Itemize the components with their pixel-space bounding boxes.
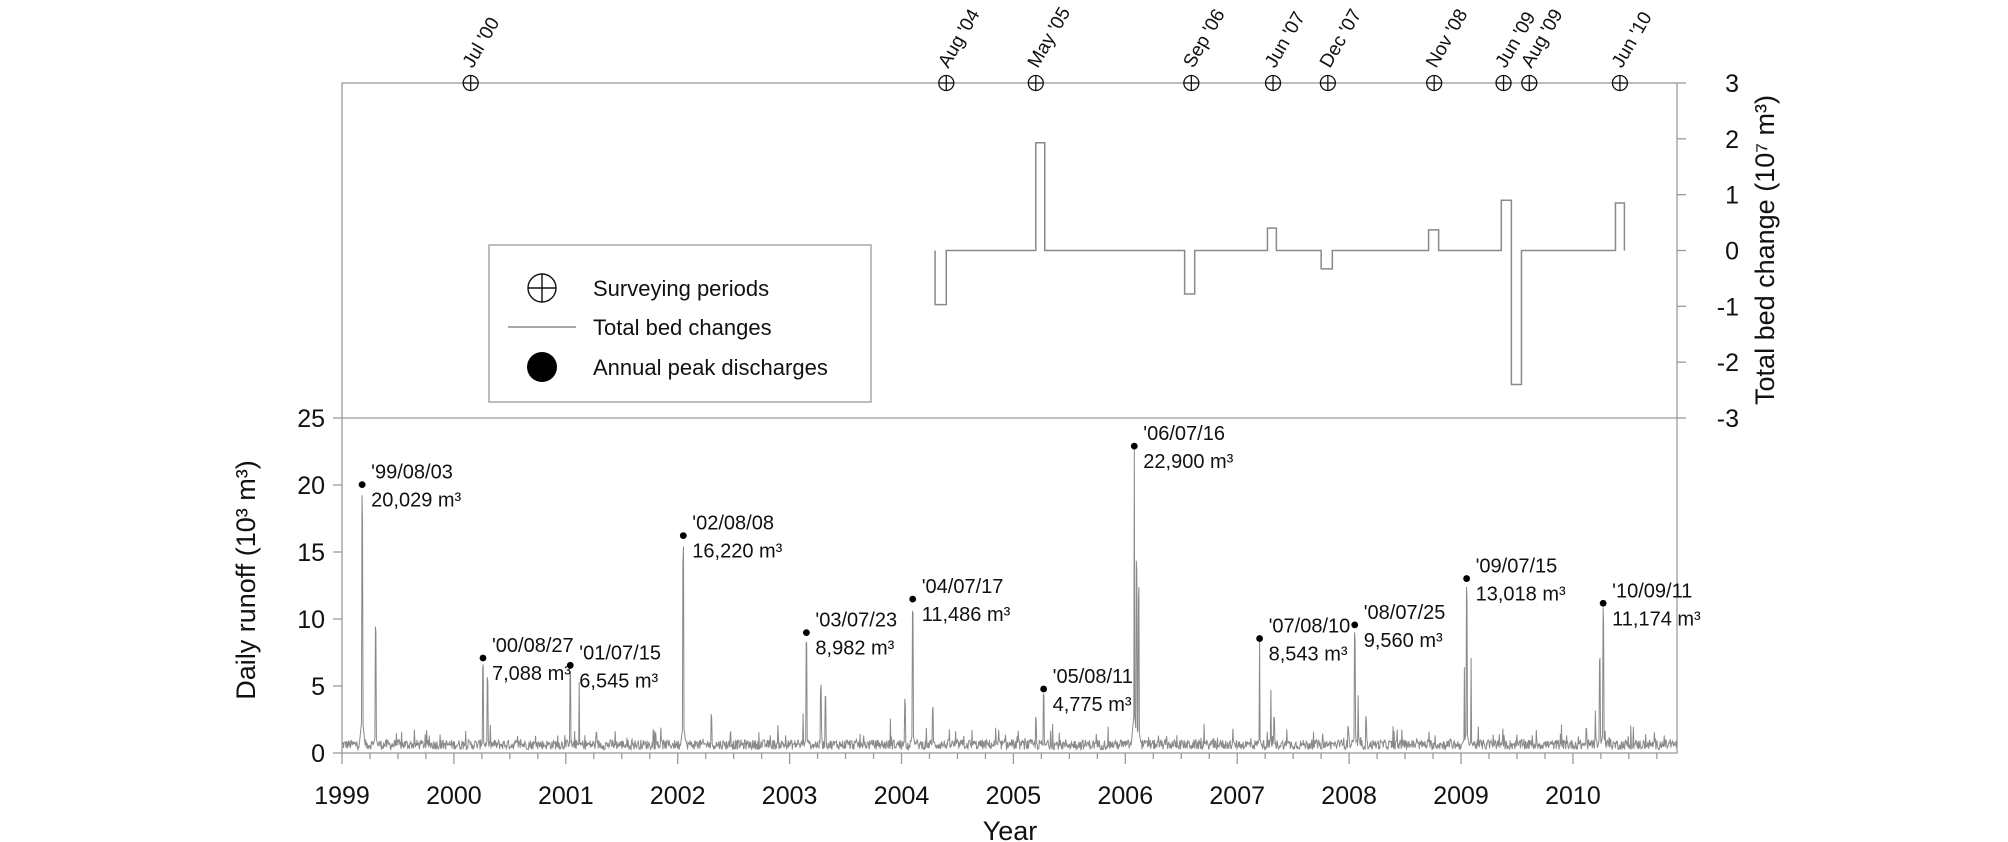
x-tick-label: 2001 <box>538 782 594 810</box>
x-tick-label: 2009 <box>1433 782 1489 810</box>
legend-survey-icon <box>527 273 557 303</box>
runoff-y-tick-label: 15 <box>297 539 325 567</box>
peak-date-label: '10/09/11 <box>1612 580 1692 602</box>
legend: Surveying periods Total bed changes Annu… <box>488 244 872 403</box>
peak-date-label: '07/08/10 <box>1269 616 1351 638</box>
peak-volume-label: 16,220 m³ <box>692 541 782 563</box>
bed-y-tick-label: 2 <box>1725 126 1739 154</box>
x-tick-label: 2007 <box>1209 782 1265 810</box>
annual-peak-dot <box>1256 635 1264 642</box>
survey-marker <box>1495 74 1512 92</box>
annual-peak-dot <box>679 532 687 540</box>
annual-peak-dot <box>1599 599 1607 607</box>
annual-peak-dot <box>802 629 810 637</box>
peak-volume-label: 8,543 m³ <box>1269 644 1348 666</box>
survey-markers: Jul '00 Aug '04 May '05 Sep '06 Jun '07 Dec '… <box>459 4 1657 92</box>
year-x-axis: 1999 2000 2001 2002 2003 2004 2005 2006 2007 2008… <box>314 753 1658 810</box>
peak-date-label: '03/07/23 <box>815 610 897 632</box>
peak-volume-label: 4,775 m³ <box>1053 694 1132 716</box>
annual-peak-dot <box>1040 685 1048 693</box>
survey-label: Sep '06 <box>1179 6 1229 72</box>
x-tick-label: 2008 <box>1321 782 1377 810</box>
x-tick-label: 2010 <box>1545 782 1601 810</box>
survey-label: Aug '04 <box>934 5 984 71</box>
legend-peak-label: Annual peak discharges <box>593 355 828 380</box>
peak-date-label: '05/08/11 <box>1053 666 1133 688</box>
bed-y-tick-label: 1 <box>1725 182 1739 210</box>
annual-peak-dot <box>358 481 366 489</box>
bed-change-series <box>934 141 1626 386</box>
bed-y-tick-label: 3 <box>1725 70 1739 98</box>
legend-survey-label: Surveying periods <box>593 276 769 301</box>
survey-label: Jun '07 <box>1261 8 1310 71</box>
survey-marker <box>1426 74 1443 92</box>
peak-volume-label: 22,900 m³ <box>1143 451 1233 473</box>
x-tick-label: 1999 <box>314 782 370 810</box>
survey-label: Jun '10 <box>1608 8 1657 71</box>
survey-label: Nov '08 <box>1422 6 1472 72</box>
survey-marker <box>1521 74 1538 92</box>
peak-volume-label: 7,088 m³ <box>492 663 571 685</box>
peak-volume-label: 8,982 m³ <box>815 638 894 660</box>
peak-date-label: '01/07/15 <box>579 642 661 664</box>
bed-change-axis-title: Total bed change (10⁷ m³) <box>1750 95 1780 405</box>
annual-peak-dot <box>1351 621 1359 629</box>
peak-date-label: '00/08/27 <box>492 635 574 657</box>
peak-date-label: '99/08/03 <box>371 462 453 484</box>
legend-bed-label: Total bed changes <box>593 315 772 340</box>
peak-date-label: '08/07/25 <box>1364 602 1446 624</box>
bed-y-tick-label: -2 <box>1717 349 1739 377</box>
x-tick-label: 2004 <box>874 782 930 810</box>
bed-y-tick-label: -3 <box>1717 405 1739 433</box>
survey-marker <box>1027 74 1044 92</box>
survey-label: May '05 <box>1024 4 1075 72</box>
annual-peak-dot <box>909 595 917 603</box>
x-tick-label: 2003 <box>762 782 818 810</box>
annual-peak-dot <box>1463 575 1471 582</box>
survey-marker <box>462 74 479 92</box>
x-tick-label: 2006 <box>1098 782 1154 810</box>
runoff-y-tick-label: 5 <box>311 673 325 701</box>
legend-peak-dot <box>527 352 557 382</box>
survey-marker <box>1183 74 1200 92</box>
peak-volume-label: 20,029 m³ <box>371 490 461 512</box>
peak-volume-label: 11,174 m³ <box>1612 608 1701 630</box>
peak-date-label: '06/07/16 <box>1143 423 1225 445</box>
x-tick-label: 2005 <box>986 782 1042 810</box>
runoff-series <box>341 446 1678 752</box>
survey-marker <box>938 74 955 92</box>
peak-volume-label: 13,018 m³ <box>1476 584 1566 606</box>
annual-peak-dot <box>1130 442 1138 450</box>
survey-label: Jul '00 <box>459 14 504 72</box>
bed-y-tick-label: -1 <box>1717 293 1739 321</box>
x-axis-title: Year <box>983 816 1038 842</box>
survey-label: Dec '07 <box>1316 6 1366 72</box>
survey-marker <box>1264 74 1282 92</box>
runoff-y-tick-label: 0 <box>311 740 325 768</box>
annual-peak-dot <box>566 661 574 669</box>
peak-volume-label: 9,560 m³ <box>1364 630 1443 652</box>
runoff-y-axis: 0 5 10 15 20 25 <box>297 405 342 768</box>
bed-y-tick-label: 0 <box>1725 238 1739 266</box>
x-tick-label: 2000 <box>426 782 482 810</box>
runoff-y-tick-label: 25 <box>297 405 325 433</box>
peak-date-label: '04/07/17 <box>922 576 1004 598</box>
x-tick-label: 2002 <box>650 782 706 810</box>
annual-peaks: '99/08/03 20,029 m³ '00/08/27 7,088 m³ '01/0… <box>358 423 1701 716</box>
peak-date-label: '09/07/15 <box>1476 556 1558 578</box>
bed-change-y-axis: 3 2 1 0 -1 -2 -3 <box>1677 70 1739 433</box>
survey-marker <box>1611 74 1629 92</box>
survey-marker <box>1319 74 1337 92</box>
runoff-y-tick-label: 20 <box>297 472 325 500</box>
annual-peak-dot <box>479 654 487 662</box>
peak-volume-label: 6,545 m³ <box>579 670 658 692</box>
peak-date-label: '02/08/08 <box>692 513 774 535</box>
runoff-y-tick-label: 10 <box>297 606 325 634</box>
peak-volume-label: 11,486 m³ <box>922 604 1011 626</box>
runoff-axis-title: Daily runoff (10³ m³) <box>231 460 261 700</box>
